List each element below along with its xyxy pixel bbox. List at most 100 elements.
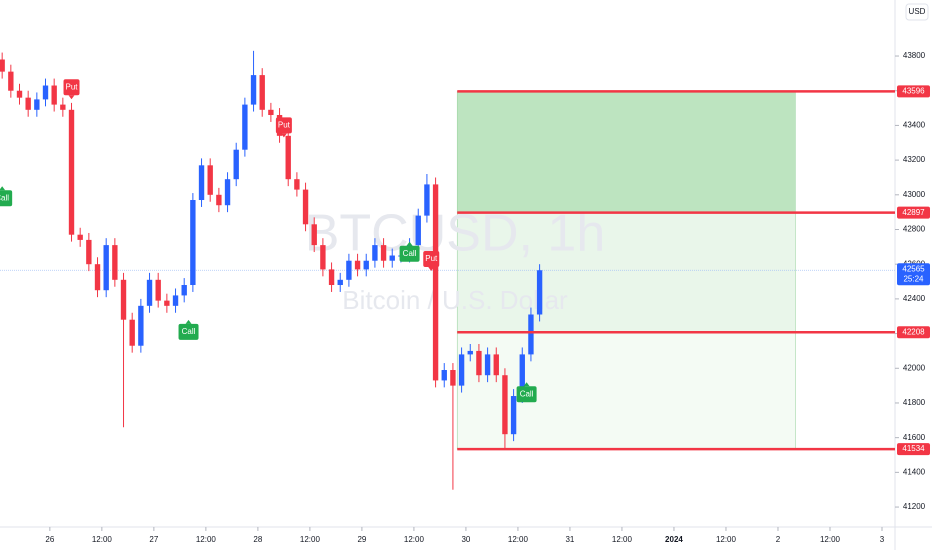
candle-body — [285, 135, 291, 180]
x-tick-label: 12:00 — [196, 535, 217, 544]
candle-body — [216, 194, 222, 206]
signal-label: Call — [403, 249, 417, 258]
candle-body — [250, 75, 257, 105]
currency-label[interactable]: USD — [909, 7, 926, 16]
candle-body — [389, 255, 395, 261]
candle-body — [467, 350, 473, 355]
y-tick-label: 41400 — [903, 467, 926, 476]
candle-body — [42, 85, 49, 100]
y-tick-label: 41800 — [903, 398, 926, 407]
candle-body — [302, 189, 309, 225]
x-tick-label: 12:00 — [300, 535, 321, 544]
signal-pointer — [523, 382, 530, 387]
y-tick-label: 43400 — [903, 121, 926, 130]
candle-body — [432, 184, 439, 381]
candle-body — [484, 354, 491, 376]
candle-body — [16, 90, 23, 98]
last-price-label: 42565 — [902, 264, 925, 273]
signal-pointer — [68, 95, 75, 100]
signal-label: Put — [425, 254, 438, 263]
candle-body — [172, 295, 179, 306]
level-tag-label: 43596 — [902, 87, 925, 96]
candle-body — [528, 314, 534, 355]
candle-body — [51, 85, 57, 105]
signal-pointer — [428, 266, 435, 271]
candle-body — [294, 179, 300, 190]
candle-body — [337, 279, 343, 286]
last-price-tag — [897, 263, 930, 286]
candle-body — [146, 279, 153, 306]
signal-label: Call — [520, 389, 534, 398]
x-tick-label: 12:00 — [508, 535, 529, 544]
candle-body — [424, 184, 430, 216]
candle-body — [536, 270, 543, 315]
signal-pointer — [280, 133, 287, 138]
signal-badge — [63, 79, 80, 96]
candle-body — [120, 279, 127, 320]
candle-body — [86, 239, 92, 265]
candle-body — [458, 354, 465, 386]
x-tick-label: 3 — [880, 535, 885, 544]
candle-body — [60, 104, 66, 110]
x-tick-label: 26 — [45, 535, 54, 544]
level-tag — [897, 326, 930, 339]
candle-body — [233, 149, 239, 180]
signal-label: Call — [182, 327, 196, 336]
x-tick-label: 30 — [461, 535, 470, 544]
signal-pointer — [185, 319, 192, 324]
candle-body — [328, 269, 335, 286]
candle-body — [25, 97, 31, 110]
signal-label: Call — [0, 193, 9, 202]
signal-badge — [0, 190, 13, 207]
candle-body — [164, 300, 170, 306]
candle-body — [415, 215, 421, 246]
y-tick-label: 42800 — [903, 225, 926, 234]
currency-box[interactable] — [905, 3, 929, 21]
candle-body — [450, 370, 456, 386]
candle-body — [190, 200, 196, 286]
candle-body — [320, 245, 326, 270]
candle-body — [129, 319, 135, 346]
x-tick-label: 27 — [149, 535, 158, 544]
countdown-label: 25:24 — [903, 274, 924, 283]
signal-badge — [516, 386, 537, 403]
candle-body — [103, 245, 109, 291]
candle-body — [354, 260, 361, 270]
level-tag — [897, 85, 930, 98]
candle-body — [8, 71, 14, 91]
y-tick-label: 43000 — [903, 190, 926, 199]
candle-body — [311, 224, 317, 246]
signal-pointer — [406, 241, 413, 246]
candle-body — [441, 370, 447, 381]
signal-pointer — [0, 186, 6, 191]
x-tick-label: 12:00 — [820, 535, 841, 544]
candle-body — [493, 354, 499, 376]
y-tick-label: 42000 — [903, 363, 926, 372]
candle-body — [519, 354, 525, 397]
candle-body — [380, 245, 387, 261]
y-tick-label: 43800 — [903, 51, 926, 60]
candle-body — [207, 165, 213, 195]
candle-body — [346, 260, 352, 280]
y-tick-label: 41200 — [903, 502, 926, 511]
signal-label: Put — [66, 82, 79, 91]
x-tick-label: 12:00 — [612, 535, 633, 544]
x-tick-label: 31 — [565, 535, 574, 544]
x-tick-label: 12:00 — [92, 535, 113, 544]
level-tag-label: 41534 — [902, 444, 925, 453]
candle-body — [242, 104, 248, 150]
candle-body — [476, 350, 482, 376]
candle-body — [259, 75, 265, 110]
x-tick-label: 2 — [776, 535, 781, 544]
signal-badge — [275, 117, 292, 134]
candle-body — [268, 109, 274, 116]
x-tick-label: 12:00 — [716, 535, 737, 544]
watermark-subtitle: Bitcoin / U.S. Dollar — [342, 285, 568, 315]
candle-body — [138, 305, 144, 346]
candle-body — [94, 264, 101, 291]
candle-body — [224, 179, 231, 206]
level-tag — [897, 443, 930, 456]
zone — [456, 91, 796, 213]
level-tag-label: 42208 — [902, 327, 925, 336]
